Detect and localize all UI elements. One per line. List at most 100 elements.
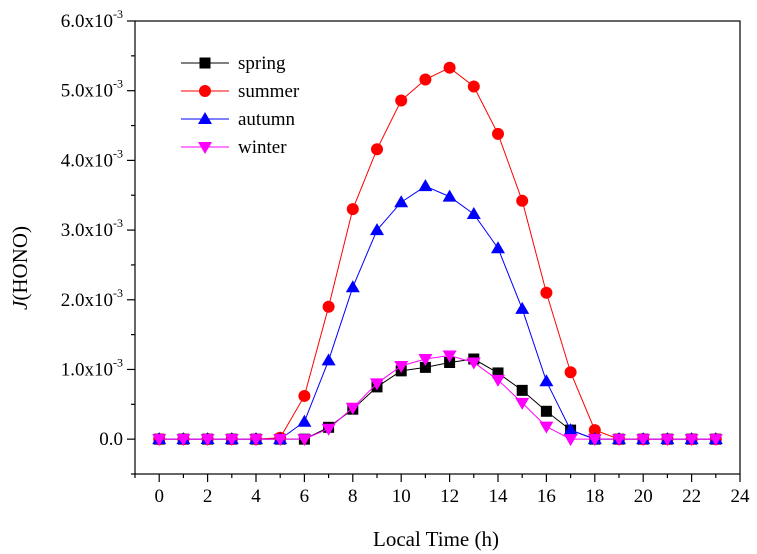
data-point-winter — [224, 434, 239, 447]
data-point-spring — [419, 361, 431, 373]
data-point-winter — [684, 434, 699, 447]
legend: spring summer autumn winter — [181, 53, 300, 158]
y-axis-title-italic: J — [8, 299, 32, 310]
x-axis-title: Local Time (h) — [373, 527, 499, 551]
x-tick-label: 10 — [392, 486, 411, 507]
x-tick-label: 16 — [537, 486, 556, 507]
data-point-summer — [298, 389, 311, 402]
x-tick-label: 18 — [585, 486, 604, 507]
data-point-summer — [322, 300, 335, 313]
data-point-winter — [466, 357, 481, 370]
y-tick-label: 1.0x10-3 — [61, 355, 123, 380]
legend-marker-winter — [198, 142, 212, 154]
legend-label-spring: spring — [238, 53, 286, 74]
legend-item-spring: spring — [181, 53, 286, 74]
data-point-summer — [346, 203, 359, 216]
data-point-winter — [418, 354, 433, 367]
data-point-summer — [492, 127, 504, 140]
data-point-autumn — [539, 374, 554, 387]
y-tick-label: 4.0x10-3 — [61, 146, 123, 171]
data-point-winter — [345, 402, 360, 415]
legend-label-summer: summer — [238, 81, 300, 102]
data-point-winter — [152, 434, 167, 447]
data-point-autumn — [345, 280, 360, 293]
data-point-winter — [563, 434, 578, 447]
data-point-winter — [491, 374, 505, 387]
x-tick-label: 4 — [251, 486, 261, 507]
data-point-winter — [539, 421, 554, 434]
data-point-autumn — [491, 241, 505, 254]
legend-marker-autumn — [198, 112, 212, 124]
data-point-summer — [467, 80, 480, 93]
x-tick-label: 6 — [300, 486, 310, 507]
series-line-spring — [159, 358, 716, 440]
x-tick-label: 2 — [203, 486, 213, 507]
data-point-summer — [588, 424, 601, 437]
data-point-autumn — [563, 423, 578, 436]
series-winter — [152, 350, 723, 447]
axes: 0 2 4 6 8 10 12 14 16 18 20 22 240.01.0x10-32.0x10-3… — [61, 7, 750, 507]
y-tick-label: 6.0x10-3 — [61, 7, 123, 32]
data-point-summer — [443, 61, 456, 74]
data-point-summer — [540, 286, 553, 299]
x-tick-label: 14 — [489, 486, 509, 507]
series-layer — [152, 61, 723, 447]
data-point-winter — [200, 434, 215, 447]
data-point-autumn — [442, 189, 457, 202]
data-point-winter — [612, 434, 626, 447]
data-point-summer — [395, 94, 408, 107]
data-point-winter — [370, 378, 384, 391]
data-point-summer — [564, 366, 577, 379]
data-point-spring — [540, 405, 552, 417]
data-point-autumn — [321, 353, 336, 366]
series-line-winter — [159, 355, 716, 440]
series-line-autumn — [159, 185, 716, 440]
x-tick-label: 24 — [731, 486, 751, 507]
x-tick-label: 0 — [154, 486, 164, 507]
data-point-autumn — [297, 414, 312, 427]
data-point-winter — [515, 397, 530, 410]
x-tick-label: 12 — [440, 486, 459, 507]
y-tick-label: 3.0x10-3 — [61, 216, 123, 241]
x-tick-label: 20 — [634, 486, 653, 507]
legend-item-autumn: autumn — [181, 109, 295, 130]
y-tick-label: 2.0x10-3 — [61, 286, 123, 311]
data-point-spring — [516, 384, 528, 396]
y-tick-label: 0.0 — [99, 429, 123, 450]
plot-frame — [134, 20, 741, 475]
data-point-winter — [442, 350, 457, 363]
data-point-winter — [249, 434, 263, 447]
data-point-winter — [297, 434, 312, 447]
y-tick-label: 5.0x10-3 — [61, 77, 123, 102]
legend-label-winter: winter — [238, 137, 287, 158]
legend-marker-spring — [199, 57, 211, 69]
data-point-autumn — [515, 301, 530, 314]
data-point-autumn — [370, 223, 384, 236]
data-point-winter — [587, 434, 602, 447]
data-point-summer — [516, 194, 529, 207]
data-point-winter — [636, 434, 651, 447]
legend-label-autumn: autumn — [238, 109, 295, 130]
data-point-winter — [394, 360, 409, 373]
y-axis-title-rest: (HONO) — [8, 226, 32, 301]
data-point-winter — [176, 434, 191, 447]
series-autumn — [152, 179, 723, 445]
x-tick-label: 22 — [682, 486, 701, 507]
legend-item-summer: summer — [181, 81, 300, 102]
data-point-autumn — [466, 207, 481, 220]
data-point-autumn — [394, 195, 409, 208]
legend-item-winter: winter — [181, 137, 287, 158]
x-tick-label: 8 — [348, 486, 358, 507]
data-point-summer — [419, 73, 432, 86]
legend-marker-summer — [199, 85, 211, 97]
data-point-spring — [492, 367, 504, 379]
data-point-winter — [708, 434, 723, 447]
data-point-winter — [660, 434, 675, 447]
data-point-summer — [371, 143, 383, 156]
data-point-winter — [321, 423, 336, 436]
series-spring — [153, 353, 722, 445]
data-point-winter — [273, 434, 288, 447]
data-point-autumn — [418, 179, 433, 192]
y-axis-title: J(HONO) — [8, 226, 32, 310]
